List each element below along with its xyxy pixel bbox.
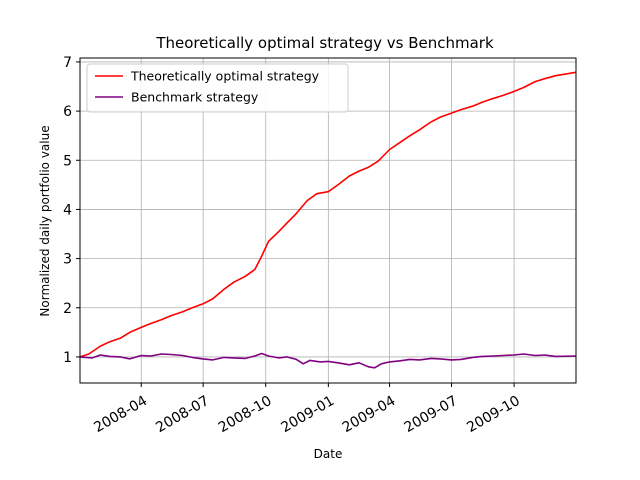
y-axis-ticks: 1 2 3 4 5 6 7 <box>63 55 80 366</box>
y-tick-label: 6 <box>63 104 72 120</box>
series-line-optimal <box>79 71 577 358</box>
y-tick-label: 5 <box>63 153 72 169</box>
y-axis-label: Normalized daily portfolio value <box>38 125 52 316</box>
series-line-benchmark <box>79 352 577 369</box>
series-layer <box>79 71 577 369</box>
x-axis-label: Date <box>314 447 343 461</box>
legend-label-optimal: Theoretically optimal strategy <box>130 69 320 84</box>
y-tick-label: 7 <box>63 55 72 71</box>
legend-box <box>86 63 349 113</box>
y-tick-label: 2 <box>63 301 72 317</box>
chart-title: Theoretically optimal strategy vs Benchm… <box>155 34 494 52</box>
legend-label-benchmark: Benchmark strategy <box>131 90 259 105</box>
legend: Theoretically optimal strategy Benchmark… <box>86 63 349 113</box>
y-tick-label: 4 <box>63 202 72 218</box>
y-tick-label: 3 <box>63 252 72 268</box>
y-tick-label: 1 <box>63 350 72 366</box>
